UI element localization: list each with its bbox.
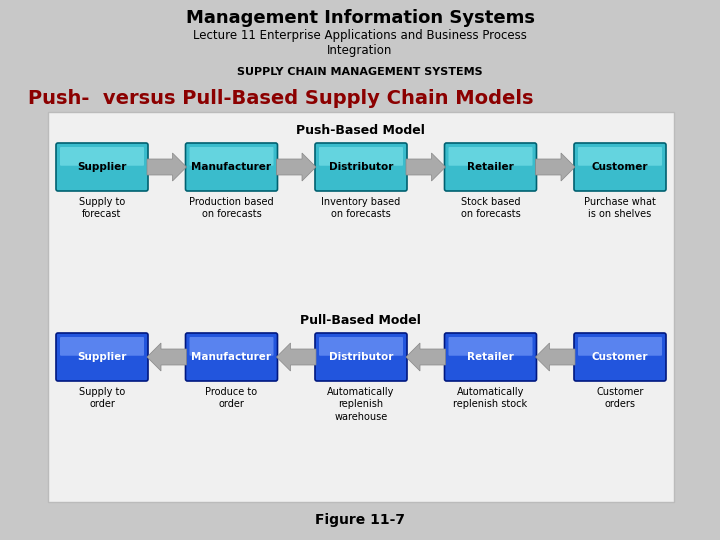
Text: Supply to
forecast: Supply to forecast (79, 197, 125, 219)
FancyBboxPatch shape (578, 337, 662, 356)
Text: Distributor: Distributor (329, 162, 393, 172)
Text: Automatically
replenish stock: Automatically replenish stock (454, 387, 528, 409)
FancyBboxPatch shape (449, 337, 533, 356)
FancyBboxPatch shape (60, 147, 144, 166)
Polygon shape (276, 343, 316, 371)
Text: Figure 11-7: Figure 11-7 (315, 513, 405, 527)
FancyBboxPatch shape (56, 333, 148, 381)
FancyBboxPatch shape (449, 147, 533, 166)
FancyBboxPatch shape (60, 337, 144, 356)
Text: Lecture 11 Enterprise Applications and Business Process
Integration: Lecture 11 Enterprise Applications and B… (193, 29, 527, 57)
FancyBboxPatch shape (56, 143, 148, 191)
Text: Purchase what
is on shelves: Purchase what is on shelves (584, 197, 656, 219)
Text: Retailer: Retailer (467, 162, 514, 172)
FancyBboxPatch shape (315, 333, 407, 381)
Text: SUPPLY CHAIN MANAGEMENT SYSTEMS: SUPPLY CHAIN MANAGEMENT SYSTEMS (237, 67, 483, 77)
Polygon shape (406, 343, 446, 371)
FancyBboxPatch shape (48, 112, 674, 502)
Text: Management Information Systems: Management Information Systems (186, 9, 534, 27)
Text: Customer
orders: Customer orders (596, 387, 644, 409)
Polygon shape (406, 153, 446, 181)
Polygon shape (276, 153, 316, 181)
Polygon shape (147, 153, 186, 181)
FancyBboxPatch shape (189, 337, 274, 356)
Polygon shape (147, 343, 186, 371)
FancyBboxPatch shape (444, 143, 536, 191)
Polygon shape (536, 153, 575, 181)
FancyBboxPatch shape (319, 147, 403, 166)
FancyBboxPatch shape (315, 143, 407, 191)
Text: Produce to
order: Produce to order (205, 387, 258, 409)
FancyBboxPatch shape (319, 337, 403, 356)
FancyBboxPatch shape (186, 143, 277, 191)
Text: Supplier: Supplier (77, 162, 127, 172)
Text: Push-Based Model: Push-Based Model (296, 124, 424, 137)
FancyBboxPatch shape (189, 147, 274, 166)
Text: Supply to
order: Supply to order (79, 387, 125, 409)
Text: Retailer: Retailer (467, 352, 514, 362)
Text: Supplier: Supplier (77, 352, 127, 362)
Text: Automatically
replenish
warehouse: Automatically replenish warehouse (328, 387, 395, 422)
Text: Inventory based
on forecasts: Inventory based on forecasts (321, 197, 400, 219)
Text: Distributor: Distributor (329, 352, 393, 362)
FancyBboxPatch shape (578, 147, 662, 166)
Polygon shape (536, 343, 575, 371)
Text: Stock based
on forecasts: Stock based on forecasts (461, 197, 521, 219)
FancyBboxPatch shape (574, 333, 666, 381)
Text: Customer: Customer (592, 352, 648, 362)
Text: Customer: Customer (592, 162, 648, 172)
Text: Manufacturer: Manufacturer (192, 352, 271, 362)
FancyBboxPatch shape (574, 143, 666, 191)
Text: Manufacturer: Manufacturer (192, 162, 271, 172)
FancyBboxPatch shape (186, 333, 277, 381)
Text: Pull-Based Model: Pull-Based Model (300, 314, 420, 327)
Text: Push-  versus Pull-Based Supply Chain Models: Push- versus Pull-Based Supply Chain Mod… (28, 89, 534, 107)
FancyBboxPatch shape (444, 333, 536, 381)
Text: Production based
on forecasts: Production based on forecasts (189, 197, 274, 219)
